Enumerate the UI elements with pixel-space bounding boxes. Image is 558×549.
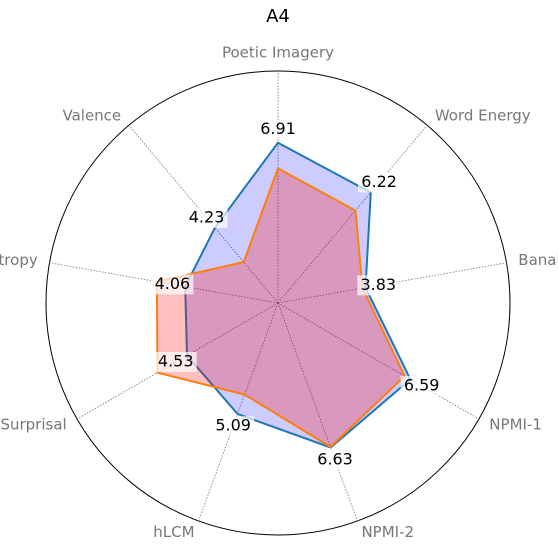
value-label: 3.83 [360,275,396,294]
category-label: NPMI-1 [489,416,542,434]
value-label-bg [151,274,194,295]
value-label-bg [400,375,443,396]
value-label-bg [154,352,197,373]
category-label: hLCM [153,523,194,541]
spoke [277,262,507,304]
category-label: NPMI-2 [361,523,414,541]
value-label-group: 6.22 [358,172,401,193]
spoke [277,302,480,420]
value-label-bg [257,119,299,140]
spoke [277,302,358,522]
value-label: 4.06 [155,274,191,293]
value-label: 6.91 [260,119,296,138]
category-label: Surprisal [0,416,66,434]
category-label: Valence [62,107,121,125]
spoke [128,125,279,304]
category-label: Word Energy [435,107,531,125]
value-label: 6.22 [361,172,397,191]
value-label-group: 6.91 [257,119,299,140]
value-label-group: 3.83 [357,275,400,296]
value-label-group: 5.09 [212,416,255,437]
series-area [155,167,406,448]
value-label-bg [314,449,357,470]
category-label: Banality [518,251,558,269]
value-label-bg [358,172,401,193]
value-label-group: 6.63 [314,449,357,470]
value-label: 4.53 [158,352,194,371]
value-label: 5.09 [215,416,251,435]
spoke [49,262,279,304]
category-label: Poetic Imagery [222,44,334,62]
value-label: 6.63 [317,449,353,468]
value-label-group: 4.53 [154,352,197,373]
series-area [184,141,412,449]
chart-title: A4 [266,6,290,27]
value-label-bg [212,416,255,437]
value-label: 4.23 [189,207,225,226]
value-label-group: 4.23 [185,207,228,228]
spoke [277,125,428,304]
value-label-group: 4.06 [151,274,194,295]
value-label: 6.59 [404,375,440,394]
spoke [198,302,279,522]
value-label-group: 6.59 [400,375,443,396]
value-label-bg [357,275,400,296]
category-label: Entropy [0,251,38,269]
value-label-bg [185,207,228,228]
spoke [76,302,279,420]
